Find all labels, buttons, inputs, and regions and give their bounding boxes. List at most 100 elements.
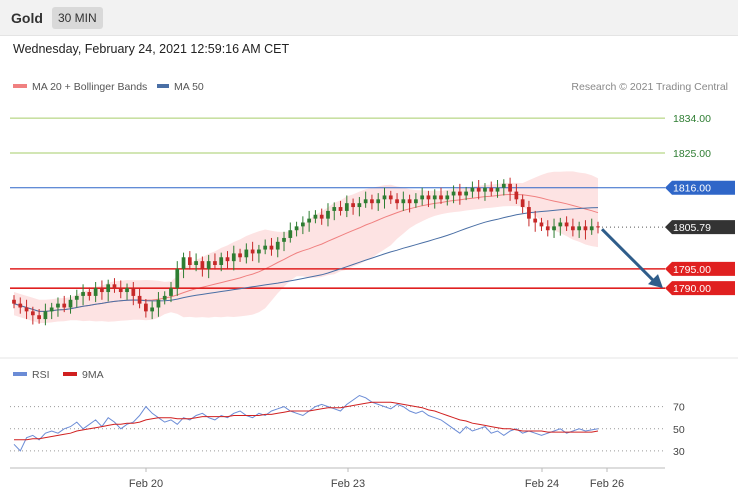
candle-body [351,203,355,208]
candle-body [68,299,73,308]
candle-body [213,261,217,265]
candle-body [24,307,29,312]
candle-body [87,292,92,296]
time-axis-label: Feb 20 [129,478,163,490]
candle-body [81,292,85,296]
candle-body [282,237,286,242]
rsi-tick-label: 30 [673,446,685,458]
symbol-title: Gold [11,10,43,26]
candle-body [200,261,205,269]
candle-body [150,307,155,312]
candle-body [313,214,318,219]
candle-body [307,218,312,223]
candle-body [49,307,54,312]
toolbar: Gold 30 MIN [0,0,738,36]
candle-body [112,284,117,289]
candle-body [476,187,481,192]
ma50-line [13,207,599,312]
candle-body [432,195,437,200]
copyright-label: Research © 2021 Trading Central [571,81,728,93]
candle-body [344,203,349,211]
candle-body [156,299,161,308]
candle-body [539,222,544,227]
candle-body [332,207,337,211]
candle-body [30,311,35,316]
candle-body [250,249,255,254]
time-axis-label: Feb 23 [331,478,365,490]
price-level-tag [665,281,735,296]
candle-body [489,187,494,192]
candle-body [571,226,575,231]
candle-body [43,311,48,320]
candle-body [426,195,431,200]
candle-body [275,241,280,250]
candle-body [545,226,550,231]
candle-body [294,226,299,231]
candle-body [206,261,211,269]
candle-body [445,195,450,200]
candle-body [520,199,525,208]
price-level-tag [665,220,735,235]
rsi-series-line [13,394,599,452]
candle-body [376,199,381,204]
candle-body [181,257,186,269]
candle-body [12,299,16,304]
candle-body [100,288,104,293]
candle-body [238,253,242,258]
candle-body [37,315,41,320]
rsi-tick-label: 70 [673,402,685,414]
candle-body [514,191,519,200]
timeframe-button[interactable]: 30 MIN [52,7,103,29]
candle-body [118,288,123,293]
price-level-tag [665,261,735,276]
chart-date: Wednesday, February 24, 2021 12:59:16 AM… [13,42,290,56]
candle-body [457,191,462,196]
candle-body [464,191,468,196]
candle-body [257,249,261,254]
projection-arrowhead [648,274,663,289]
ma20-legend-label: MA 20 + Bollinger Bands [32,81,147,93]
candle-body [300,222,305,227]
time-axis-label: Feb 24 [525,478,559,490]
candle-body [552,226,556,231]
candle-body [194,261,198,265]
rsi-tick-label: 50 [673,424,685,436]
candle-body [483,187,487,192]
candle-body [363,199,368,204]
price-level-label: 1805.79 [673,222,711,234]
candle-body [93,288,98,296]
rsi-legend-swatch [13,372,27,376]
rsi-series-line [14,401,599,441]
candle-body [244,249,249,258]
time-axis-label: Feb 26 [590,478,624,490]
price-level-label: 1816.00 [673,183,711,195]
candle-body [388,195,393,200]
candle-body [106,284,111,293]
candle-body [326,210,330,219]
candle-body [162,295,167,300]
candle-body [74,295,79,300]
projection-arrow [600,228,657,284]
candle-body [382,195,387,200]
candle-body [269,245,274,250]
candle-body [131,288,136,296]
candle-body [508,183,512,192]
candle-body [451,191,456,196]
candle-body [263,245,268,250]
candle-body [338,207,343,211]
candle-body [56,303,60,308]
candle-body [225,257,230,262]
candle-body [18,303,23,308]
rsi-ma-legend-label: 9MA [82,369,104,381]
candle-body [414,199,418,204]
rsi-ma-legend-swatch [63,372,77,376]
candle-body [501,183,506,188]
candle-body [288,230,293,238]
candle-body [219,257,224,265]
candle-body [370,199,374,204]
price-level-label: 1795.00 [673,264,711,276]
candle-body [231,253,236,262]
rsi-legend-label: RSI [32,369,50,381]
candle-body [470,187,475,192]
